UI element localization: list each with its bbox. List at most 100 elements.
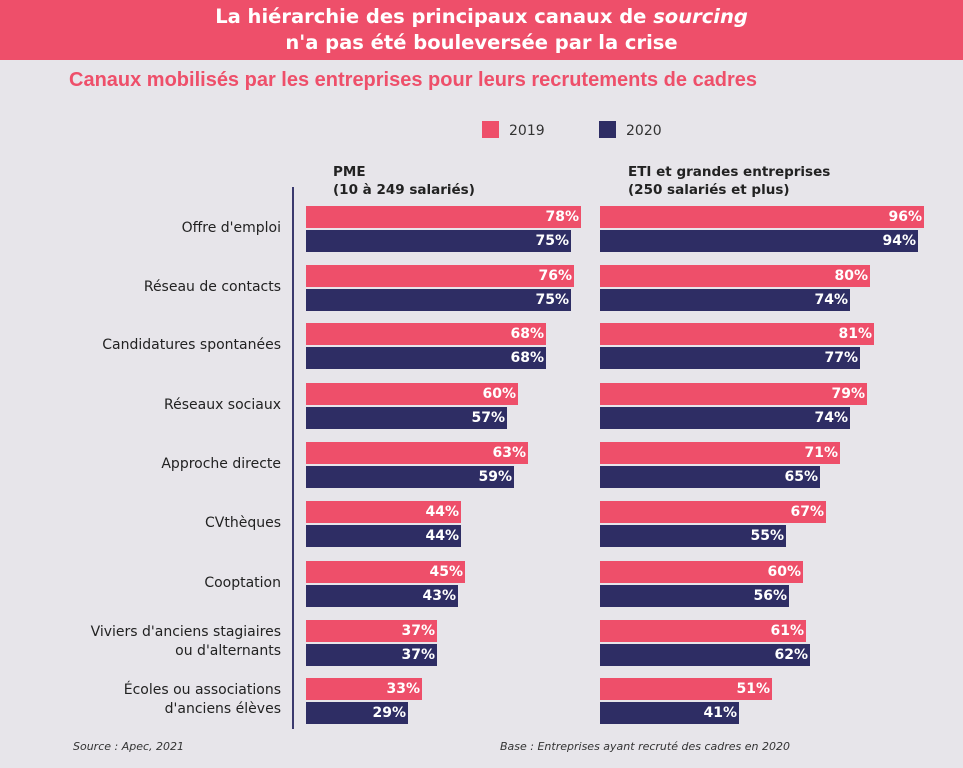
bar-eti-2020: 65% — [600, 466, 820, 488]
chart-title: Canaux mobilisés par les entreprises pou… — [69, 69, 758, 91]
bar-value-label: 60% — [767, 564, 801, 580]
legend-item-2019: 2019 — [482, 121, 545, 139]
category-label: CVthèques — [205, 514, 281, 531]
bar-pme-2020: 75% — [306, 289, 571, 311]
category-label: Approche directe — [161, 455, 281, 472]
bar-value-label: 78% — [545, 209, 579, 225]
bar-value-label: 67% — [790, 504, 824, 520]
bar-pme-2020: 37% — [306, 644, 437, 666]
panel-title-pme: PME (10 à 249 salariés) — [333, 163, 475, 199]
banner-line-1-italic: sourcing — [653, 5, 748, 28]
bar-eti-2019: 67% — [600, 501, 826, 523]
bar-value-label: 44% — [425, 528, 459, 544]
legend-label-2019: 2019 — [509, 123, 545, 139]
banner-line-2: n'a pas été bouleversée par la crise — [285, 31, 678, 54]
bar-pme-2019: 60% — [306, 383, 518, 405]
bar-value-label: 33% — [386, 681, 420, 697]
bar-pme-2020: 57% — [306, 407, 507, 429]
bar-eti-2020: 74% — [600, 289, 850, 311]
bar-value-label: 44% — [425, 504, 459, 520]
bar-value-label: 62% — [774, 647, 808, 663]
panel-title-eti-line1: ETI et grandes entreprises — [628, 164, 831, 180]
header-banner: La hiérarchie des principaux canaux de s… — [0, 0, 963, 60]
banner-line-1-text: La hiérarchie des principaux canaux de — [215, 5, 654, 28]
bar-eti-2020: 55% — [600, 525, 786, 547]
bar-value-label: 59% — [478, 469, 512, 485]
bar-value-label: 45% — [429, 564, 463, 580]
bar-value-label: 43% — [422, 588, 456, 604]
category-label: Réseaux sociaux — [164, 396, 281, 413]
bar-value-label: 74% — [814, 292, 848, 308]
bar-pme-2019: 45% — [306, 561, 465, 583]
bar-value-label: 76% — [538, 268, 572, 284]
bar-value-label: 96% — [888, 209, 922, 225]
bar-value-label: 60% — [482, 386, 516, 402]
legend-swatch-2019 — [482, 121, 499, 138]
category-label: Offre d'emploi — [181, 219, 281, 236]
banner-line-1: La hiérarchie des principaux canaux de s… — [0, 4, 963, 30]
bar-value-label: 56% — [753, 588, 787, 604]
category-label: Viviers d'anciens stagiaires ou d'altern… — [90, 624, 281, 659]
bar-pme-2019: 78% — [306, 206, 581, 228]
bar-eti-2020: 62% — [600, 644, 810, 666]
bar-value-label: 55% — [750, 528, 784, 544]
bar-eti-2019: 80% — [600, 265, 870, 287]
category-label: Réseau de contacts — [143, 278, 281, 295]
bar-pme-2020: 68% — [306, 347, 546, 369]
bar-pme-2019: 37% — [306, 620, 437, 642]
bar-eti-2020: 94% — [600, 230, 918, 252]
bar-value-label: 65% — [784, 469, 818, 485]
bar-value-label: 51% — [736, 681, 770, 697]
bar-pme-2020: 59% — [306, 466, 514, 488]
bar-value-label: 68% — [510, 326, 544, 342]
bar-value-label: 80% — [834, 268, 868, 284]
bar-eti-2019: 51% — [600, 678, 772, 700]
bar-pme-2019: 44% — [306, 501, 461, 523]
bar-pme-2019: 63% — [306, 442, 528, 464]
category-label: Candidatures spontanées — [102, 336, 281, 353]
category-axis-line — [292, 187, 294, 729]
bar-pme-2019: 33% — [306, 678, 422, 700]
bar-value-label: 37% — [401, 623, 435, 639]
bar-pme-2020: 75% — [306, 230, 571, 252]
bar-value-label: 77% — [824, 350, 858, 366]
bar-value-label: 75% — [535, 233, 569, 249]
bar-value-label: 74% — [814, 410, 848, 426]
panel-title-eti: ETI et grandes entreprises (250 salariés… — [628, 163, 830, 199]
bar-value-label: 68% — [510, 350, 544, 366]
bar-eti-2020: 74% — [600, 407, 850, 429]
bar-value-label: 81% — [838, 326, 872, 342]
bar-value-label: 63% — [492, 445, 526, 461]
bar-eti-2019: 71% — [600, 442, 840, 464]
bar-value-label: 75% — [535, 292, 569, 308]
panel-title-pme-line1: PME — [333, 164, 366, 180]
bar-pme-2020: 43% — [306, 585, 458, 607]
bar-value-label: 37% — [401, 647, 435, 663]
bar-eti-2020: 77% — [600, 347, 860, 369]
bar-pme-2020: 29% — [306, 702, 408, 724]
bar-pme-2020: 44% — [306, 525, 461, 547]
bar-pme-2019: 76% — [306, 265, 574, 287]
panel-title-pme-line2: (10 à 249 salariés) — [333, 182, 475, 198]
bar-eti-2019: 60% — [600, 561, 803, 583]
legend-item-2020: 2020 — [599, 121, 662, 139]
legend-label-2020: 2020 — [626, 123, 662, 139]
bar-value-label: 29% — [372, 705, 406, 721]
bar-eti-2019: 79% — [600, 383, 867, 405]
source-note: Source : Apec, 2021 — [73, 740, 185, 753]
bar-eti-2019: 96% — [600, 206, 924, 228]
category-label: Cooptation — [204, 574, 281, 591]
bar-value-label: 71% — [804, 445, 838, 461]
bar-value-label: 41% — [703, 705, 737, 721]
bar-value-label: 57% — [471, 410, 505, 426]
bar-value-label: 94% — [882, 233, 916, 249]
bar-eti-2020: 41% — [600, 702, 739, 724]
bar-value-label: 79% — [831, 386, 865, 402]
category-label: Écoles ou associations d'anciens élèves — [123, 682, 281, 717]
bar-eti-2019: 61% — [600, 620, 806, 642]
panel-title-eti-line2: (250 salariés et plus) — [628, 182, 790, 198]
bar-eti-2019: 81% — [600, 323, 874, 345]
base-note: Base : Entreprises ayant recruté des cad… — [500, 740, 790, 753]
legend-swatch-2020 — [599, 121, 616, 138]
bar-eti-2020: 56% — [600, 585, 789, 607]
